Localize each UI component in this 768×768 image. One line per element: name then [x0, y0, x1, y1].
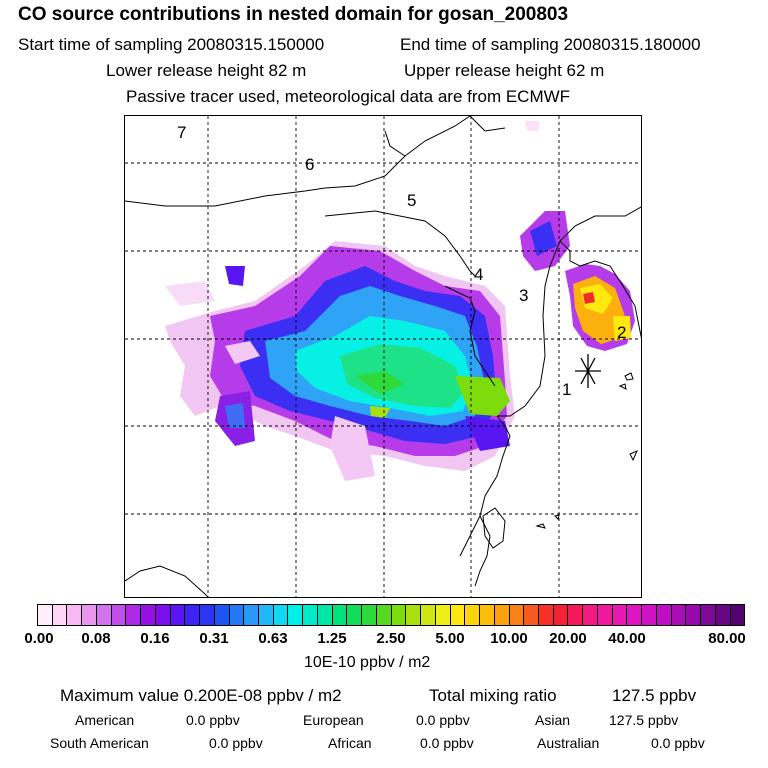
upper-release-height-label: Upper release height 62 m — [404, 61, 605, 80]
region-label-3: 3 — [519, 286, 528, 305]
region-name-european: European — [303, 712, 364, 728]
colorbar-tick-label: 0.16 — [140, 630, 170, 647]
concentration-plume — [165, 121, 635, 481]
coastlines — [125, 116, 641, 597]
islands — [535, 372, 638, 529]
region-name-african: African — [328, 735, 372, 751]
colorbar-swatch — [96, 605, 112, 625]
colorbar-swatch — [612, 605, 628, 625]
region-name-asian: Asian — [535, 712, 571, 728]
colorbar-swatch — [583, 605, 598, 625]
colorbar-swatch — [524, 605, 539, 625]
region-name-south-american: South American — [50, 735, 149, 751]
region-value-australian: 0.0 ppbv — [651, 735, 705, 751]
region-value-european: 0.0 ppbv — [416, 712, 470, 728]
map-svg: 1 2 3 4 5 6 7 — [125, 116, 641, 597]
region-label-7: 7 — [177, 123, 186, 142]
lower-release-height-label: Lower release height 82 m — [106, 61, 307, 80]
colorbar-swatch — [701, 605, 716, 625]
colorbar-swatch — [273, 605, 289, 625]
colorbar-swatch — [509, 605, 525, 625]
colorbar — [37, 604, 745, 626]
colorbar-swatch — [244, 605, 260, 625]
region-label-5: 5 — [407, 191, 416, 210]
colorbar-swatch — [288, 605, 304, 625]
colorbar-swatch — [185, 605, 201, 625]
maximum-value: Maximum value 0.200E-08 ppbv / m2 — [60, 686, 342, 705]
colorbar-tick-label: 10.00 — [490, 630, 528, 647]
colorbar-tick-label: 20.00 — [549, 630, 587, 647]
colorbar-swatch — [435, 605, 451, 625]
colorbar-swatch — [538, 605, 554, 625]
lat-lon-grid — [125, 116, 641, 597]
region-label-1: 1 — [562, 380, 571, 399]
region-label-4: 4 — [474, 265, 483, 284]
colorbar-swatch — [67, 605, 83, 625]
taiwan-outline — [482, 507, 506, 549]
colorbar-swatch — [155, 605, 171, 625]
colorbar-tick-label: 0.63 — [258, 630, 288, 647]
colorbar-swatch — [465, 605, 481, 625]
colorbar-swatch — [259, 605, 274, 625]
colorbar-tick-label: 0.00 — [24, 630, 54, 647]
colorbar-swatch — [347, 605, 363, 625]
colorbar-tick-label: 0.31 — [199, 630, 229, 647]
region-value-american: 0.0 ppbv — [186, 712, 240, 728]
colorbar-swatch — [627, 605, 643, 625]
colorbar-swatch — [656, 605, 672, 625]
colorbar-tick-label: 2.50 — [376, 630, 406, 647]
colorbar-units: 10E-10 ppbv / m2 — [304, 654, 431, 671]
colorbar-swatch — [642, 605, 657, 625]
colorbar-swatch — [406, 605, 422, 625]
region-name-american: American — [75, 712, 135, 728]
colorbar-swatch — [671, 605, 687, 625]
colorbar-swatch — [362, 605, 377, 625]
colorbar-swatch — [730, 605, 745, 625]
tracer-note: Passive tracer used, meteorological data… — [126, 87, 571, 106]
colorbar-swatch — [303, 605, 318, 625]
plot-title: CO source contributions in nested domain… — [18, 4, 569, 25]
colorbar-swatch — [52, 605, 68, 625]
total-mixing-ratio-value: 127.5 ppbv — [612, 686, 697, 705]
colorbar-swatch — [170, 605, 186, 625]
colorbar-swatch — [391, 605, 407, 625]
colorbar-swatch — [229, 605, 245, 625]
colorbar-tick-label: 5.00 — [435, 630, 465, 647]
receptor-star-icon — [575, 354, 601, 388]
map-panel: 1 2 3 4 5 6 7 — [124, 115, 642, 598]
colorbar-tick-label: 80.00 — [708, 630, 746, 647]
colorbar-swatch — [200, 605, 215, 625]
region-label-2: 2 — [617, 323, 626, 342]
colorbar-swatch — [38, 605, 53, 625]
end-time-label: End time of sampling 20080315.180000 — [400, 35, 701, 54]
colorbar-swatch — [332, 605, 348, 625]
colorbar-swatch — [553, 605, 569, 625]
colorbar-swatch — [421, 605, 436, 625]
colorbar-swatch — [450, 605, 466, 625]
colorbar-swatch — [214, 605, 230, 625]
colorbar-swatch — [317, 605, 333, 625]
colorbar-tick-label: 40.00 — [608, 630, 646, 647]
colorbar-swatch — [480, 605, 495, 625]
region-value-african: 0.0 ppbv — [420, 735, 474, 751]
region-value-asian: 127.5 ppbv — [609, 712, 679, 728]
colorbar-swatch — [597, 605, 613, 625]
colorbar-swatch — [82, 605, 97, 625]
region-name-australian: Australian — [537, 735, 600, 751]
total-mixing-ratio-label: Total mixing ratio — [429, 686, 557, 705]
colorbar-swatch — [686, 605, 702, 625]
colorbar-swatch — [141, 605, 156, 625]
region-value-south-american: 0.0 ppbv — [209, 735, 263, 751]
colorbar-tick-label: 1.25 — [317, 630, 347, 647]
colorbar-tick-label: 0.08 — [81, 630, 111, 647]
colorbar-swatch — [126, 605, 142, 625]
colorbar-swatch — [111, 605, 127, 625]
colorbar-swatch — [568, 605, 584, 625]
start-time-label: Start time of sampling 20080315.150000 — [18, 35, 325, 54]
colorbar-swatch — [376, 605, 392, 625]
colorbar-swatch — [715, 605, 731, 625]
region-label-6: 6 — [305, 155, 314, 174]
colorbar-swatch — [494, 605, 510, 625]
